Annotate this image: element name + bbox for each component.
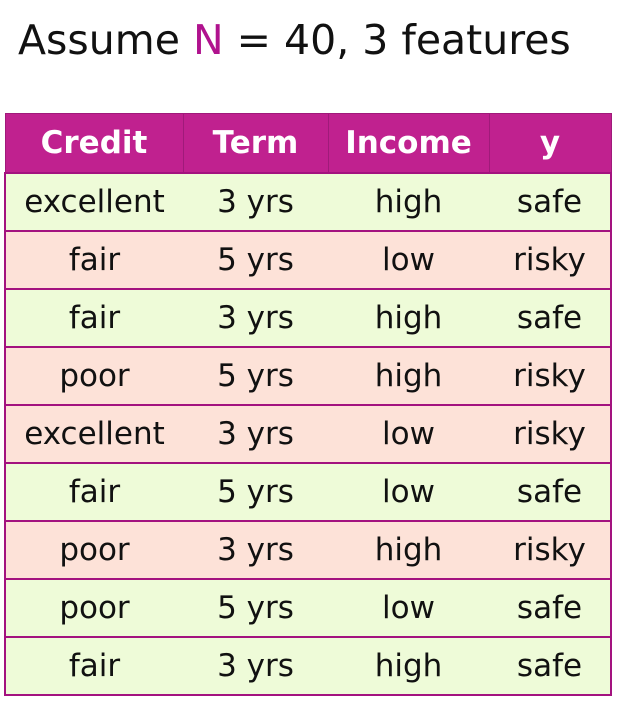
cell-credit: poor [4,578,183,638]
cell-income: low [328,462,489,522]
column-header-income: Income [327,113,490,174]
cell-income: high [328,520,489,580]
table-row: poor 5 yrs low safe [4,578,612,638]
table-row: fair 3 yrs high safe [4,288,612,348]
loan-data-table: Credit Term Income y excellent 3 yrs hig… [4,113,612,696]
cell-income: low [328,578,489,638]
cell-term: 3 yrs [183,288,328,348]
cell-income: high [328,172,489,232]
cell-credit: fair [4,462,183,522]
table-row: excellent 3 yrs low risky [4,404,612,464]
table-header-row: Credit Term Income y [4,113,612,174]
cell-y: risky [489,404,612,464]
cell-credit: excellent [4,172,183,232]
table-row: poor 5 yrs high risky [4,346,612,406]
cell-income: high [328,636,489,696]
table-row: poor 3 yrs high risky [4,520,612,580]
cell-credit: excellent [4,404,183,464]
cell-income: high [328,288,489,348]
cell-credit: poor [4,520,183,580]
cell-income: high [328,346,489,406]
cell-y: safe [489,578,612,638]
cell-credit: fair [4,288,183,348]
cell-credit: poor [4,346,183,406]
table-row: fair 5 yrs low risky [4,230,612,290]
table-row: fair 3 yrs high safe [4,636,612,696]
table-row: fair 5 yrs low safe [4,462,612,522]
cell-term: 3 yrs [183,636,328,696]
cell-y: risky [489,230,612,290]
cell-credit: fair [4,230,183,290]
cell-y: risky [489,346,612,406]
cell-term: 5 yrs [183,346,328,406]
cell-term: 3 yrs [183,520,328,580]
cell-credit: fair [4,636,183,696]
page-title: Assume N = 40, 3 features [18,12,571,68]
cell-term: 3 yrs [183,172,328,232]
cell-income: low [328,404,489,464]
column-header-term: Term [182,113,329,174]
cell-term: 3 yrs [183,404,328,464]
title-n-highlight: N [192,16,224,64]
column-header-credit: Credit [4,113,184,174]
column-header-y: y [488,113,612,174]
cell-y: safe [489,172,612,232]
cell-y: safe [489,288,612,348]
title-suffix: = 40, 3 features [223,16,571,64]
cell-y: safe [489,636,612,696]
cell-y: safe [489,462,612,522]
cell-term: 5 yrs [183,462,328,522]
table-row: excellent 3 yrs high safe [4,172,612,232]
cell-term: 5 yrs [183,578,328,638]
title-prefix: Assume [18,16,193,64]
cell-y: risky [489,520,612,580]
cell-income: low [328,230,489,290]
cell-term: 5 yrs [183,230,328,290]
